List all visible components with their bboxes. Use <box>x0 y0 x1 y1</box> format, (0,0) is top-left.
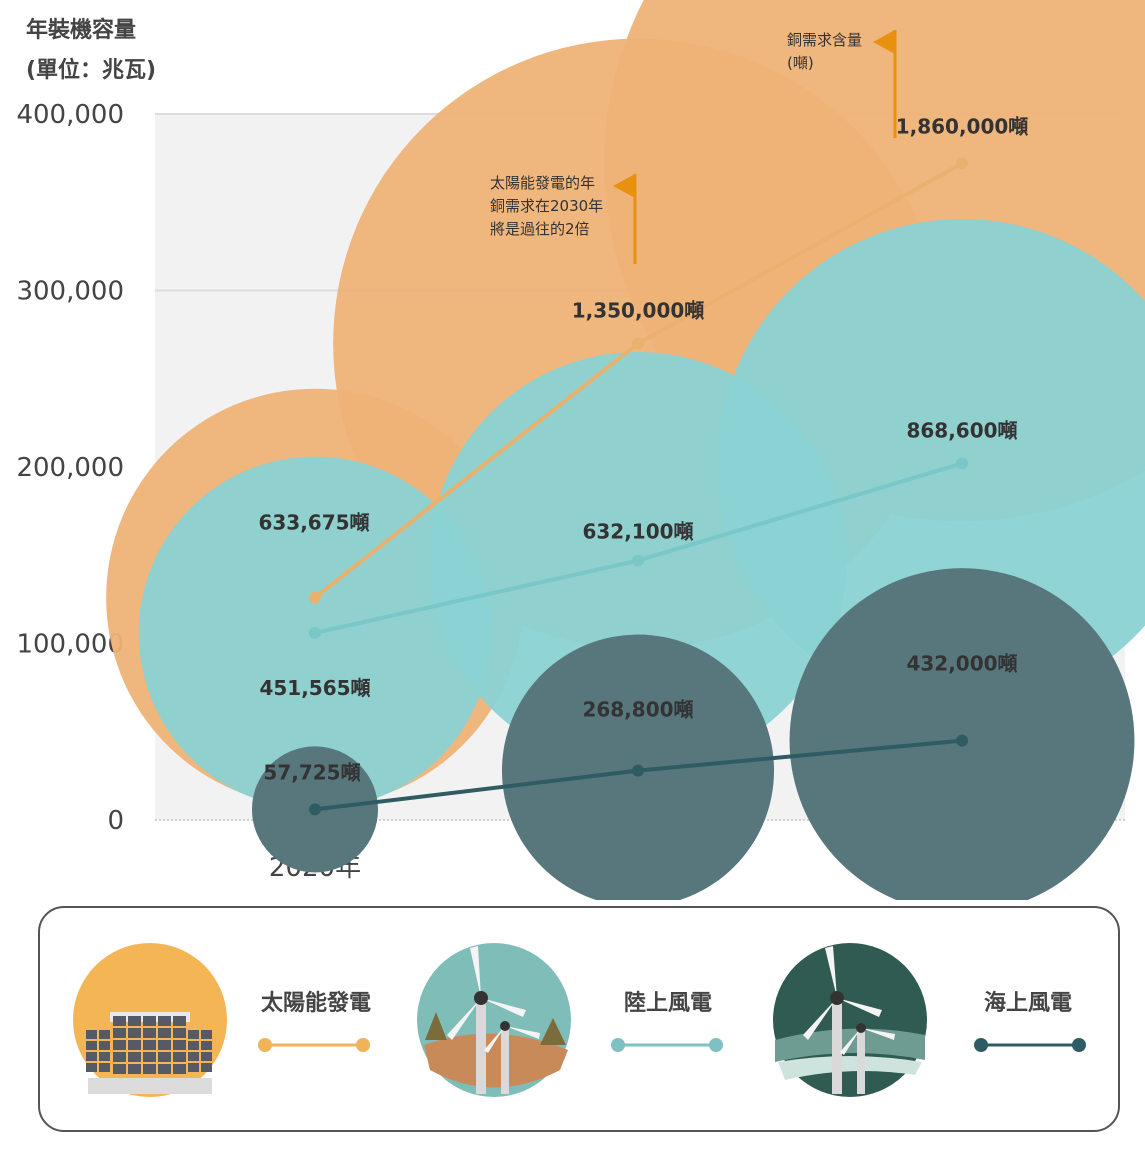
series-point <box>632 337 644 350</box>
annotation-solar-text: 銅需求在2030年 <box>490 197 603 215</box>
series-point <box>309 626 321 639</box>
y-tick-label: 100,000 <box>16 630 124 660</box>
annotation-solar-text: 將是過往的2倍 <box>490 220 590 238</box>
legend-label: 太陽能發電 <box>260 991 372 1016</box>
bubble <box>789 568 1135 900</box>
bubble <box>717 219 1145 708</box>
y-tick-label: 0 <box>107 806 124 836</box>
legend-label: 海上風電 <box>983 991 1073 1016</box>
annotation-flag-copper-flag <box>873 30 895 54</box>
data-label: 1,860,000噸 <box>896 114 1029 138</box>
data-label: 57,725噸 <box>263 760 360 784</box>
series-point <box>956 457 968 470</box>
series-point <box>309 803 321 816</box>
series-point <box>956 157 968 170</box>
annotation-flag-solar-flag <box>613 174 635 198</box>
data-label: 868,600噸 <box>906 418 1017 442</box>
legend-label: 陸上風電 <box>623 991 713 1016</box>
y-axis-title-line1: 年裝機容量 <box>26 18 137 43</box>
y-axis-title-line2: (單位：兆瓦) <box>26 58 157 83</box>
series-point <box>632 764 644 777</box>
data-label: 632,100噸 <box>582 520 693 544</box>
y-tick-label: 400,000 <box>16 100 124 130</box>
annotation-copper-text: 銅需求含量 <box>787 31 862 49</box>
data-label: 268,800噸 <box>582 698 693 722</box>
data-label: 432,000噸 <box>906 652 1017 676</box>
data-label: 1,350,000噸 <box>572 298 705 322</box>
annotation-solar-text: 太陽能發電的年 <box>490 174 595 192</box>
series-point <box>309 591 321 604</box>
series-point <box>956 734 968 747</box>
data-label: 451,565噸 <box>259 676 370 700</box>
bubble-line-chart: 400,000300,000200,000100,00002020年2030年2… <box>16 0 1145 900</box>
y-tick-label: 200,000 <box>16 453 124 483</box>
legend <box>38 906 1120 1132</box>
data-label: 633,675噸 <box>258 511 369 535</box>
annotation-copper-text: (噸) <box>787 54 814 72</box>
y-tick-label: 300,000 <box>16 277 124 307</box>
series-point <box>632 554 644 567</box>
